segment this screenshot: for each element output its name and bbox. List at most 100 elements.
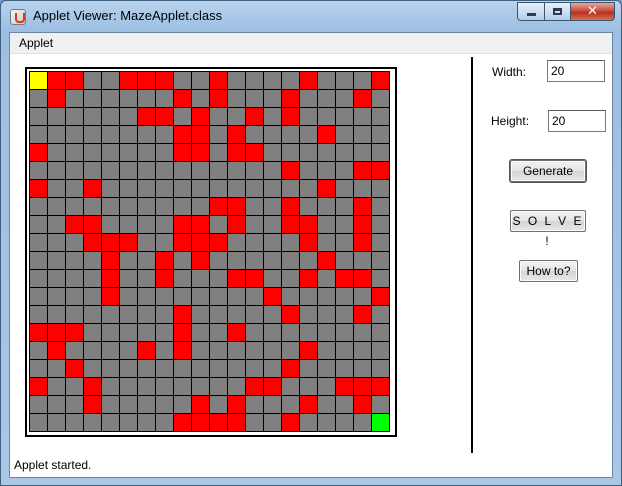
- maze-wall-cell: [156, 252, 174, 270]
- maze-cell: [30, 90, 48, 108]
- maze-cell: [174, 288, 192, 306]
- maze-cell: [372, 198, 390, 216]
- maze-cell: [318, 108, 336, 126]
- maze-cell: [66, 396, 84, 414]
- maze-cell: [30, 306, 48, 324]
- solve-button[interactable]: S O L V E !: [510, 210, 586, 248]
- maze-cell: [156, 216, 174, 234]
- maze-cell: [102, 180, 120, 198]
- maze-cell: [354, 126, 372, 144]
- maze-wall-cell: [30, 144, 48, 162]
- maze-cell: [372, 342, 390, 360]
- maze-cell: [318, 90, 336, 108]
- maze-wall-cell: [210, 198, 228, 216]
- maze-cell: [192, 378, 210, 396]
- maze-wall-cell: [282, 108, 300, 126]
- maze-cell: [264, 396, 282, 414]
- maze-cell: [336, 414, 354, 432]
- maze-cell: [300, 252, 318, 270]
- maze-cell: [66, 306, 84, 324]
- maze-cell: [336, 108, 354, 126]
- height-input[interactable]: [548, 110, 606, 132]
- generate-button[interactable]: Generate: [510, 160, 586, 182]
- maze-wall-cell: [192, 234, 210, 252]
- maze-wall-cell: [174, 234, 192, 252]
- maximize-button[interactable]: [544, 2, 570, 21]
- maze-wall-cell: [174, 306, 192, 324]
- close-button[interactable]: ✕: [570, 2, 615, 21]
- maze-cell: [192, 288, 210, 306]
- maze-cell: [174, 198, 192, 216]
- maze-cell: [156, 360, 174, 378]
- maze-wall-cell: [282, 360, 300, 378]
- maze-cell: [336, 342, 354, 360]
- menu-applet[interactable]: Applet: [19, 36, 54, 50]
- maze-cell: [336, 72, 354, 90]
- maze-wall-cell: [174, 90, 192, 108]
- maze-cell: [102, 414, 120, 432]
- maze-cell: [318, 306, 336, 324]
- maze-wall-cell: [84, 216, 102, 234]
- how-to-button[interactable]: How to?: [519, 260, 578, 282]
- maze-cell: [372, 90, 390, 108]
- maze-cell: [336, 252, 354, 270]
- maze-wall-cell: [354, 90, 372, 108]
- maze-cell: [264, 306, 282, 324]
- maze-cell: [282, 378, 300, 396]
- maze-wall-cell: [30, 378, 48, 396]
- maze-cell: [282, 234, 300, 252]
- maze-cell: [120, 414, 138, 432]
- maze-cell: [48, 414, 66, 432]
- maze-cell: [138, 180, 156, 198]
- maze-cell: [138, 396, 156, 414]
- maze-wall-cell: [48, 90, 66, 108]
- maze-cell: [354, 180, 372, 198]
- maze-cell: [264, 90, 282, 108]
- maze-cell: [210, 144, 228, 162]
- maze-cell: [282, 72, 300, 90]
- maze-cell: [264, 324, 282, 342]
- maze-cell: [210, 396, 228, 414]
- maze-wall-cell: [246, 378, 264, 396]
- menu-bar: Applet: [10, 33, 612, 54]
- title-bar[interactable]: Applet Viewer: MazeApplet.class ✕: [1, 1, 621, 33]
- window-title: Applet Viewer: MazeApplet.class: [33, 8, 223, 23]
- maze-cell: [318, 234, 336, 252]
- maze-cell: [264, 72, 282, 90]
- maze-wall-cell: [246, 144, 264, 162]
- maze-cell: [246, 342, 264, 360]
- maze-cell: [264, 216, 282, 234]
- maze-cell: [318, 378, 336, 396]
- maze-cell: [120, 144, 138, 162]
- maze-wall-cell: [354, 396, 372, 414]
- maze-cell: [228, 162, 246, 180]
- maze-cell: [282, 288, 300, 306]
- maze-wall-cell: [300, 396, 318, 414]
- maze-wall-cell: [228, 324, 246, 342]
- maze-cell: [120, 126, 138, 144]
- maze-wall-cell: [228, 144, 246, 162]
- maze-wall-cell: [192, 414, 210, 432]
- minimize-button[interactable]: [517, 2, 544, 21]
- maze-cell: [174, 378, 192, 396]
- maze-cell: [282, 342, 300, 360]
- maze-cell: [156, 180, 174, 198]
- maze-wall-cell: [210, 414, 228, 432]
- maze-wall-cell: [138, 72, 156, 90]
- maze-cell: [228, 360, 246, 378]
- maze-cell: [210, 378, 228, 396]
- maze-wall-cell: [174, 324, 192, 342]
- maze-wall-cell: [30, 180, 48, 198]
- maze-cell: [246, 126, 264, 144]
- width-input[interactable]: [547, 60, 605, 82]
- maze-grid[interactable]: [29, 71, 390, 432]
- maze-cell: [84, 306, 102, 324]
- maze-wall-cell: [156, 108, 174, 126]
- maze-cell: [138, 234, 156, 252]
- maze-cell: [138, 360, 156, 378]
- maze-wall-cell: [120, 234, 138, 252]
- maze-wall-cell: [372, 288, 390, 306]
- maze-wall-cell: [282, 90, 300, 108]
- maze-cell: [48, 252, 66, 270]
- maze-cell: [120, 270, 138, 288]
